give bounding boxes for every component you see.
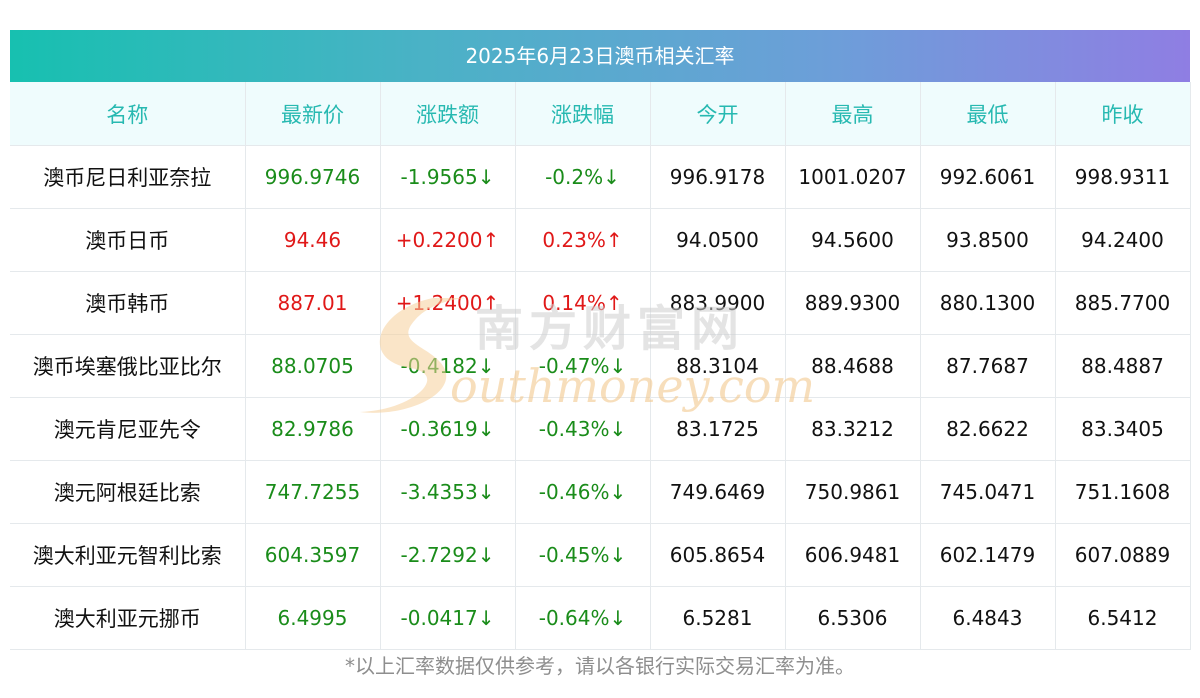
rate-table-container: 2025年6月23日澳币相关汇率 名称 最新价 涨跌额 涨跌幅 今开 最高 最低… (10, 30, 1191, 650)
cell-high: 889.9300 (785, 271, 921, 335)
cell-name: 澳大利亚元智利比索 (10, 523, 246, 587)
table-row: 澳元阿根廷比索 747.7255 -3.4353↓ -0.46%↓ 749.6469 75… (10, 460, 1191, 524)
cell-latest: 747.7255 (245, 460, 381, 524)
cell-change: -0.4182↓ (380, 334, 516, 398)
header-change-pct: 涨跌幅 (515, 82, 651, 146)
header-high: 最高 (785, 82, 921, 146)
cell-high: 88.4688 (785, 334, 921, 398)
cell-change: -3.4353↓ (380, 460, 516, 524)
cell-latest: 604.3597 (245, 523, 381, 587)
exchange-rate-table: 名称 最新价 涨跌额 涨跌幅 今开 最高 最低 昨收 澳币尼日利亚奈拉 996.9… (10, 82, 1191, 650)
header-open: 今开 (650, 82, 786, 146)
cell-latest: 6.4995 (245, 586, 381, 650)
cell-prev-close: 998.9311 (1055, 145, 1191, 209)
cell-open: 883.9900 (650, 271, 786, 335)
cell-change-pct: -0.2%↓ (515, 145, 651, 209)
cell-prev-close: 607.0889 (1055, 523, 1191, 587)
cell-open: 94.0500 (650, 208, 786, 272)
cell-change-pct: -0.47%↓ (515, 334, 651, 398)
cell-latest: 996.9746 (245, 145, 381, 209)
table-title: 2025年6月23日澳币相关汇率 (10, 30, 1190, 82)
cell-high: 606.9481 (785, 523, 921, 587)
cell-open: 605.8654 (650, 523, 786, 587)
cell-open: 996.9178 (650, 145, 786, 209)
table-row: 澳币日币 94.46 +0.2200↑ 0.23%↑ 94.0500 94.5600 93.… (10, 208, 1191, 272)
cell-change: -1.9565↓ (380, 145, 516, 209)
table-row: 澳大利亚元智利比索 604.3597 -2.7292↓ -0.45%↓ 605.8654… (10, 523, 1191, 587)
cell-low: 82.6622 (920, 397, 1056, 461)
header-name: 名称 (10, 82, 246, 146)
cell-high: 750.9861 (785, 460, 921, 524)
cell-change: +1.2400↑ (380, 271, 516, 335)
cell-high: 83.3212 (785, 397, 921, 461)
cell-high: 6.5306 (785, 586, 921, 650)
cell-latest: 94.46 (245, 208, 381, 272)
cell-name: 澳大利亚元挪币 (10, 586, 246, 650)
cell-change-pct: -0.45%↓ (515, 523, 651, 587)
cell-name: 澳币韩币 (10, 271, 246, 335)
cell-change: -2.7292↓ (380, 523, 516, 587)
cell-prev-close: 885.7700 (1055, 271, 1191, 335)
header-change: 涨跌额 (380, 82, 516, 146)
cell-low: 992.6061 (920, 145, 1056, 209)
cell-low: 880.1300 (920, 271, 1056, 335)
cell-change: +0.2200↑ (380, 208, 516, 272)
cell-open: 88.3104 (650, 334, 786, 398)
cell-high: 1001.0207 (785, 145, 921, 209)
cell-name: 澳元肯尼亚先令 (10, 397, 246, 461)
cell-name: 澳币埃塞俄比亚比尔 (10, 334, 246, 398)
table-row: 澳元肯尼亚先令 82.9786 -0.3619↓ -0.43%↓ 83.1725 83.3… (10, 397, 1191, 461)
cell-open: 749.6469 (650, 460, 786, 524)
cell-name: 澳币尼日利亚奈拉 (10, 145, 246, 209)
table-row: 澳币埃塞俄比亚比尔 88.0705 -0.4182↓ -0.47%↓ 88.3104 88… (10, 334, 1191, 398)
cell-change: -0.3619↓ (380, 397, 516, 461)
table-row: 澳币尼日利亚奈拉 996.9746 -1.9565↓ -0.2%↓ 996.9178 10… (10, 145, 1191, 209)
cell-low: 93.8500 (920, 208, 1056, 272)
header-prev-close: 昨收 (1055, 82, 1191, 146)
table-row: 澳大利亚元挪币 6.4995 -0.0417↓ -0.64%↓ 6.5281 6.5306… (10, 586, 1191, 650)
cell-change-pct: 0.14%↑ (515, 271, 651, 335)
cell-change-pct: -0.43%↓ (515, 397, 651, 461)
cell-prev-close: 751.1608 (1055, 460, 1191, 524)
cell-latest: 88.0705 (245, 334, 381, 398)
table-header-row: 名称 最新价 涨跌额 涨跌幅 今开 最高 最低 昨收 (10, 82, 1191, 146)
cell-prev-close: 6.5412 (1055, 586, 1191, 650)
cell-open: 6.5281 (650, 586, 786, 650)
cell-prev-close: 88.4887 (1055, 334, 1191, 398)
cell-open: 83.1725 (650, 397, 786, 461)
header-low: 最低 (920, 82, 1056, 146)
cell-change: -0.0417↓ (380, 586, 516, 650)
table-row: 澳币韩币 887.01 +1.2400↑ 0.14%↑ 883.9900 889.9300… (10, 271, 1191, 335)
cell-low: 6.4843 (920, 586, 1056, 650)
cell-latest: 82.9786 (245, 397, 381, 461)
header-latest: 最新价 (245, 82, 381, 146)
cell-high: 94.5600 (785, 208, 921, 272)
cell-change-pct: 0.23%↑ (515, 208, 651, 272)
cell-change-pct: -0.64%↓ (515, 586, 651, 650)
cell-low: 745.0471 (920, 460, 1056, 524)
cell-prev-close: 83.3405 (1055, 397, 1191, 461)
cell-change-pct: -0.46%↓ (515, 460, 651, 524)
cell-prev-close: 94.2400 (1055, 208, 1191, 272)
disclaimer-footnote: *以上汇率数据仅供参考，请以各银行实际交易汇率为准。 (345, 654, 855, 678)
cell-latest: 887.01 (245, 271, 381, 335)
cell-name: 澳元阿根廷比索 (10, 460, 246, 524)
cell-name: 澳币日币 (10, 208, 246, 272)
cell-low: 87.7687 (920, 334, 1056, 398)
cell-low: 602.1479 (920, 523, 1056, 587)
